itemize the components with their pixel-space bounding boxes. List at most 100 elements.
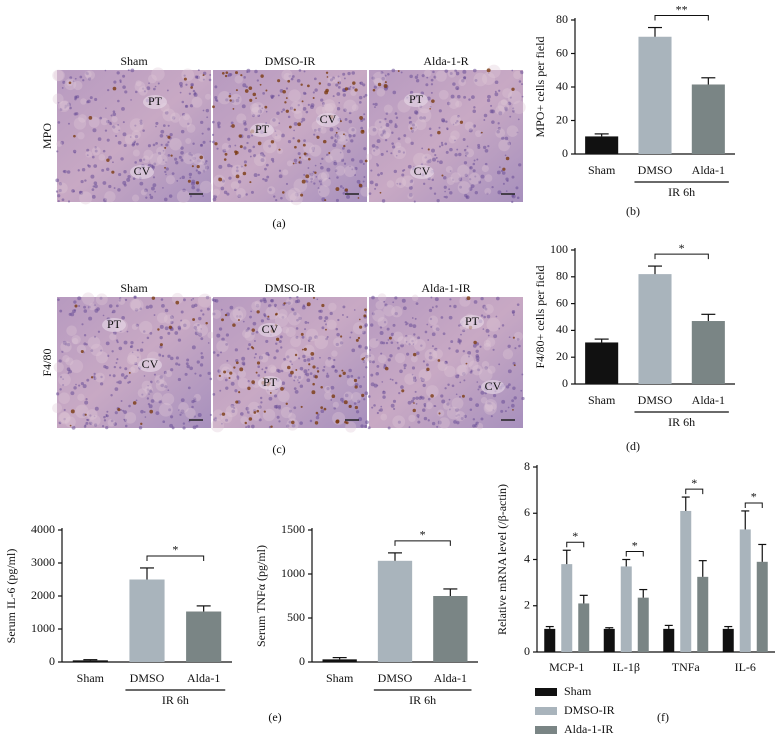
nucleus [412, 324, 417, 329]
stain [232, 108, 235, 110]
nucleus [201, 132, 204, 135]
stain [316, 370, 320, 373]
nucleus [509, 96, 512, 99]
nucleus [508, 336, 511, 339]
cell [60, 341, 72, 353]
nucleus [272, 195, 276, 198]
cell [507, 90, 522, 104]
error-bar [664, 624, 673, 629]
nucleus [380, 126, 383, 129]
nucleus [320, 98, 324, 102]
x-tick-label: Alda-1 [692, 393, 725, 407]
nucleus [332, 143, 337, 148]
cell [325, 155, 333, 163]
stain [324, 199, 327, 202]
nucleus [315, 415, 320, 420]
nucleus [153, 87, 156, 91]
nucleus [158, 400, 162, 404]
nucleus [371, 144, 376, 148]
nucleus [233, 406, 236, 410]
image-title: Sham [120, 54, 148, 68]
nucleus [498, 111, 503, 116]
nucleus [318, 315, 323, 320]
nucleus [160, 383, 164, 388]
nucleus [122, 409, 125, 412]
nucleus [247, 425, 251, 429]
nucleus [153, 162, 157, 166]
y-axis-label: F4/80+ cells per field [533, 265, 547, 368]
nucleus [480, 390, 485, 395]
nucleus [418, 396, 422, 400]
stain [321, 303, 325, 308]
nucleus [287, 139, 292, 144]
panel-label: (d) [626, 439, 640, 453]
stain [257, 141, 262, 146]
nucleus [180, 129, 185, 134]
cell [267, 364, 277, 374]
nucleus [370, 373, 374, 377]
stain [106, 158, 110, 162]
cell [480, 397, 488, 404]
cell [333, 337, 344, 348]
cell [126, 354, 138, 365]
nucleus [235, 169, 239, 173]
nucleus [435, 305, 438, 308]
nucleus [112, 331, 117, 335]
nucleus [518, 163, 522, 167]
nucleus [360, 126, 364, 130]
nucleus [467, 355, 471, 358]
nucleus [480, 314, 484, 317]
cell [69, 359, 84, 373]
nucleus [108, 374, 112, 377]
stain [513, 364, 516, 367]
nucleus [286, 355, 290, 359]
nucleus [294, 300, 299, 304]
nucleus [85, 71, 89, 75]
nucleus [105, 341, 110, 346]
nucleus [214, 95, 218, 100]
stain [284, 101, 287, 104]
significance-bracket [566, 541, 585, 548]
cell [368, 338, 380, 349]
cell [410, 355, 418, 363]
nucleus [94, 97, 98, 101]
nucleus [495, 296, 500, 301]
bar [544, 628, 556, 652]
nucleus [294, 192, 299, 197]
nucleus [245, 426, 248, 429]
cell [286, 418, 299, 431]
nucleus [182, 426, 186, 430]
nucleus [376, 164, 380, 167]
significance-label: ** [676, 2, 688, 16]
nucleus [90, 349, 94, 352]
y-tick-label: 2000 [31, 588, 55, 602]
nucleus [245, 406, 250, 411]
nucleus [228, 176, 232, 180]
cell [464, 121, 474, 131]
nucleus [163, 197, 168, 202]
nucleus [358, 345, 361, 348]
nucleus [146, 388, 150, 391]
nucleus [484, 148, 489, 153]
nucleus [73, 386, 77, 390]
nucleus [359, 159, 363, 164]
nucleus [103, 415, 106, 419]
nucleus [135, 142, 139, 146]
cell [352, 322, 366, 335]
bar [129, 579, 165, 662]
cell [112, 124, 121, 134]
nucleus [99, 116, 102, 120]
group-label: IR 6h [409, 693, 436, 707]
nucleus [189, 104, 194, 108]
cell [77, 393, 85, 402]
nucleus [213, 417, 218, 422]
stain [307, 84, 310, 88]
nucleus [178, 155, 182, 159]
nucleus [122, 121, 125, 124]
significance-label: * [420, 528, 426, 542]
cell [315, 106, 326, 116]
cell [497, 99, 510, 112]
nucleus [296, 318, 299, 322]
nucleus [316, 298, 319, 301]
cell [180, 319, 191, 330]
